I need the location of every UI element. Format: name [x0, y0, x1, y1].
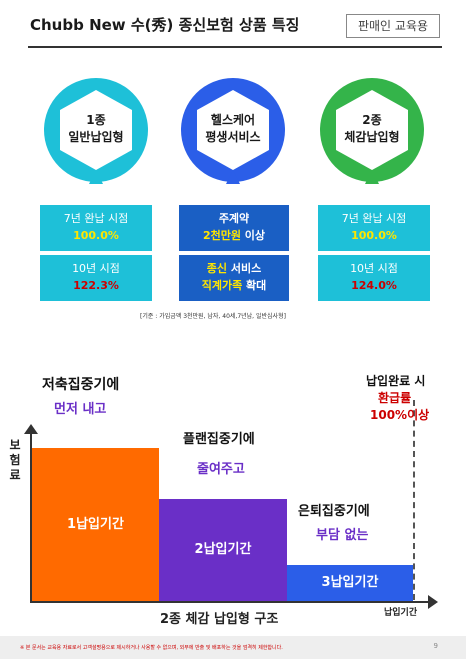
box-label: 10년 시점 — [350, 262, 398, 275]
box-label: 7년 완납 시점 — [63, 212, 129, 225]
hex-label-2: 헬스케어 평생서비스 — [179, 112, 287, 146]
bar-label: 1납입기간 — [67, 517, 124, 532]
chart-title: 2종 체감 납입형 구조 — [160, 612, 279, 627]
hex-line2: 평생서비스 — [205, 130, 261, 144]
highlight-text: 2천만원 — [202, 229, 241, 242]
hex-line1: 1종 — [86, 113, 106, 127]
calculation-basis-note: [기준 : 가입금액 3천만원, 남자, 40세,7년납, 일반심사형] — [140, 313, 286, 320]
hex-line2: 체감납입형 — [344, 130, 400, 144]
highlight-text: 종신 — [206, 262, 228, 275]
box-value: 124.0% — [351, 279, 397, 292]
x-axis — [30, 601, 430, 603]
box-value: 100.0% — [351, 229, 397, 242]
page-title: Chubb New 수(秀) 종신보험 상품 특징 — [30, 16, 300, 34]
header: Chubb New 수(秀) 종신보험 상품 특징 판매인 교육용 — [0, 0, 466, 50]
circle-badge-1 — [44, 78, 148, 184]
service-box: 종신 서비스 직계가족 확대 — [179, 255, 289, 301]
circle-badge-3 — [320, 78, 424, 184]
phase3-title: 은퇴집중기에 — [298, 504, 370, 519]
bar-period-2: 2납입기간 — [159, 499, 287, 601]
phase3-subtitle: 부담 없는 — [316, 528, 369, 543]
header-divider — [28, 46, 442, 48]
page-number: 9 — [433, 642, 438, 650]
phase2-title: 플랜집중기에 — [183, 432, 255, 447]
hex-label-1: 1종 일반납입형 — [42, 112, 150, 146]
completion-note-line3: 100%이상 — [370, 408, 430, 422]
contract-box: 주계약 2천만원 이상 — [179, 205, 289, 251]
box-label: 10년 시점 — [72, 262, 120, 275]
box-label: 7년 완납 시점 — [341, 212, 407, 225]
box-value: 100.0% — [73, 229, 119, 242]
completion-box-3: 7년 완납 시점 100.0% — [318, 205, 430, 251]
box-value: 122.3% — [73, 279, 119, 292]
completion-note-line2: 환급률 — [378, 391, 412, 405]
phase1-subtitle: 먼저 내고 — [54, 402, 107, 417]
y-axis — [30, 432, 32, 602]
phase1-title: 저축집중기에 — [42, 377, 120, 393]
tenyear-box-1: 10년 시점 122.3% — [40, 255, 152, 301]
hex-line1: 2종 — [362, 113, 382, 127]
completion-dashed-line — [413, 400, 415, 600]
audience-badge: 판매인 교육용 — [346, 14, 440, 38]
disclaimer-text: ※ 본 문서는 교육용 자료로서 고객설명용으로 제시하거나 사용할 수 없으며… — [20, 645, 283, 651]
y-axis-arrow — [24, 424, 38, 434]
footer-bar: ※ 본 문서는 교육용 자료로서 고객설명용으로 제시하거나 사용할 수 없으며… — [0, 636, 466, 659]
highlight-text: 직계가족 — [201, 279, 243, 292]
completion-box-1: 7년 완납 시점 100.0% — [40, 205, 152, 251]
x-axis-label: 납입기간 — [384, 608, 418, 618]
box-text: 확대 — [242, 279, 267, 292]
completion-note-line1: 납입완료 시 — [366, 374, 426, 388]
circle-badge-2 — [181, 78, 285, 184]
bar-label: 2납입기간 — [194, 542, 252, 557]
box-text: 서비스 — [227, 262, 262, 275]
y-axis-label: 보험료 — [9, 438, 21, 482]
x-axis-arrow — [428, 595, 438, 609]
hex-label-3: 2종 체감납입형 — [318, 112, 426, 146]
bar-period-3: 3납입기간 — [287, 565, 413, 601]
phase2-subtitle: 줄여주고 — [197, 462, 245, 477]
tenyear-box-3: 10년 시점 124.0% — [318, 255, 430, 301]
box-label: 주계약 — [218, 212, 250, 225]
bar-period-1: 1납입기간 — [32, 448, 159, 601]
bar-label: 3납입기간 — [321, 575, 379, 590]
box-text: 이상 — [240, 229, 266, 242]
hex-line1: 헬스케어 — [210, 113, 256, 127]
hex-line2: 일반납입형 — [68, 130, 124, 144]
